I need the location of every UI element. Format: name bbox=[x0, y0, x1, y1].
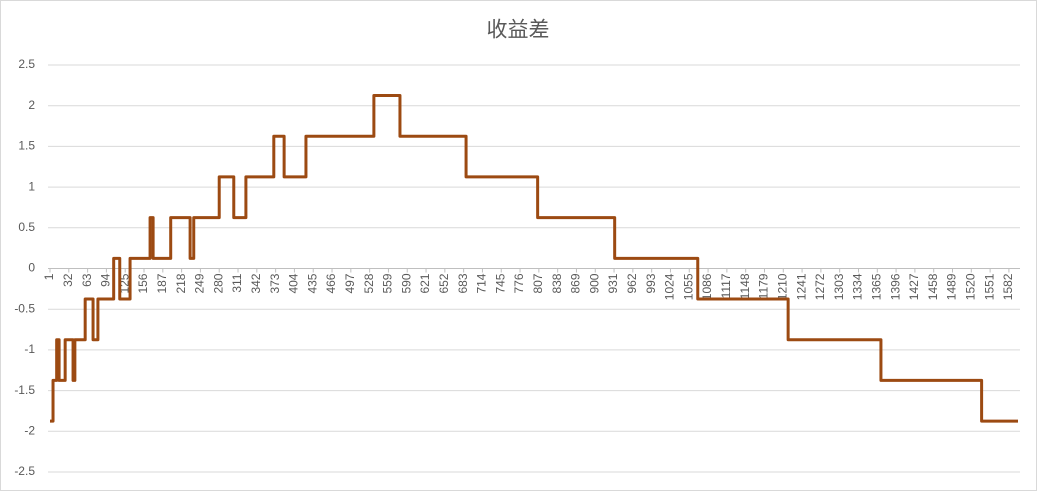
x-tick-label: 1148 bbox=[738, 273, 752, 299]
x-tick-label: 776 bbox=[512, 273, 526, 293]
data-line bbox=[50, 94, 1018, 423]
x-tick-label: 435 bbox=[305, 273, 319, 293]
x-tick-label: 931 bbox=[606, 273, 620, 293]
x-tick-label: 1055 bbox=[681, 273, 695, 300]
x-tick-label: 1303 bbox=[832, 273, 846, 300]
x-tick-label: 1365 bbox=[869, 273, 883, 300]
x-tick-label: 1458 bbox=[926, 273, 940, 300]
y-tick-label: 0 bbox=[28, 261, 35, 275]
x-tick-label: 590 bbox=[399, 273, 413, 293]
x-tick-label: 1024 bbox=[663, 273, 677, 300]
x-tick-label: 94 bbox=[99, 273, 113, 287]
x-tick-label: 1334 bbox=[851, 273, 865, 300]
y-tick-label: -2 bbox=[24, 423, 35, 437]
x-tick-label: 1520 bbox=[963, 273, 977, 300]
y-tick-label: 0.5 bbox=[18, 220, 35, 234]
x-tick-label: 838 bbox=[550, 273, 564, 293]
y-tick-label: 1 bbox=[28, 179, 35, 193]
x-tick-label: 311 bbox=[230, 273, 244, 292]
x-tick-label: 497 bbox=[343, 273, 357, 293]
x-tick-label: 1489 bbox=[945, 273, 959, 300]
x-tick-label: 683 bbox=[456, 273, 470, 293]
x-tick-label: 1117 bbox=[719, 273, 733, 298]
x-tick-label: 962 bbox=[625, 273, 639, 293]
x-tick-label: 1179 bbox=[757, 273, 771, 299]
x-tick-label: 745 bbox=[493, 273, 507, 293]
x-tick-label: 156 bbox=[136, 273, 150, 293]
x-tick-label: 1551 bbox=[982, 273, 996, 300]
x-tick-label: 869 bbox=[569, 273, 583, 293]
y-tick-label: 2 bbox=[28, 98, 35, 112]
x-tick-label: 528 bbox=[362, 273, 376, 293]
y-tick-label: 2.5 bbox=[18, 57, 35, 71]
x-tick-label: 714 bbox=[475, 273, 489, 293]
x-tick-label: 63 bbox=[80, 273, 94, 287]
x-tick-label: 218 bbox=[174, 273, 188, 293]
x-tick-label: 1086 bbox=[700, 273, 714, 300]
x-tick-label: 404 bbox=[287, 273, 301, 293]
x-tick-label: 1272 bbox=[813, 273, 827, 300]
x-tick-label: 280 bbox=[211, 273, 225, 293]
x-tick-label: 900 bbox=[587, 273, 601, 293]
x-tick-label: 1 bbox=[42, 273, 56, 280]
x-tick-label: 466 bbox=[324, 273, 338, 293]
x-tick-label: 652 bbox=[437, 273, 451, 293]
x-tick-label: 1241 bbox=[794, 273, 808, 300]
x-tick-label: 249 bbox=[193, 273, 207, 293]
x-tick-label: 373 bbox=[268, 273, 282, 293]
y-tick-label: -1.5 bbox=[14, 383, 35, 397]
x-tick-label: 1582 bbox=[1001, 273, 1015, 300]
x-tick-label: 559 bbox=[381, 273, 395, 293]
x-tick-label: 342 bbox=[249, 273, 263, 293]
x-tick-label: 1210 bbox=[775, 273, 789, 300]
x-tick-label: 32 bbox=[61, 273, 75, 287]
x-tick-label: 993 bbox=[644, 273, 658, 293]
x-tick-label: 187 bbox=[155, 273, 169, 293]
y-tick-label: -0.5 bbox=[14, 301, 35, 315]
chart-title: 收益差 bbox=[487, 18, 550, 42]
x-tick-label: 621 bbox=[418, 273, 432, 293]
x-tick-label: 1396 bbox=[888, 273, 902, 300]
y-tick-label: -2.5 bbox=[14, 464, 35, 478]
y-tick-label: 1.5 bbox=[18, 139, 35, 153]
x-tick-label: 1427 bbox=[907, 273, 921, 300]
x-tick-label: 807 bbox=[531, 273, 545, 293]
y-tick-label: -1 bbox=[24, 342, 35, 356]
